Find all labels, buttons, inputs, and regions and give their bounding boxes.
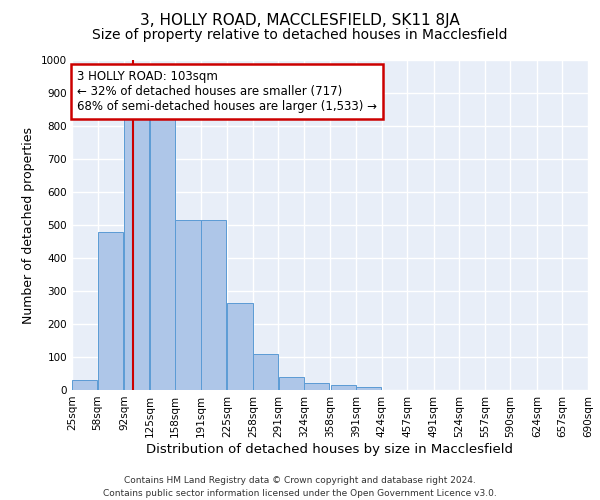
Bar — [150, 120, 175, 390]
Bar — [253, 354, 278, 390]
Bar — [98, 232, 123, 390]
Bar — [201, 220, 226, 390]
Bar — [278, 377, 304, 390]
Text: 3, HOLLY ROAD, MACCLESFIELD, SK11 8JA: 3, HOLLY ROAD, MACCLESFIELD, SK11 8JA — [140, 12, 460, 28]
Bar — [72, 380, 97, 390]
Bar — [356, 386, 382, 390]
Bar — [227, 302, 253, 390]
Bar — [124, 120, 149, 390]
Text: Distribution of detached houses by size in Macclesfield: Distribution of detached houses by size … — [146, 442, 514, 456]
Text: Contains HM Land Registry data © Crown copyright and database right 2024.
Contai: Contains HM Land Registry data © Crown c… — [103, 476, 497, 498]
Y-axis label: Number of detached properties: Number of detached properties — [22, 126, 35, 324]
Bar — [175, 220, 200, 390]
Text: 3 HOLLY ROAD: 103sqm
← 32% of detached houses are smaller (717)
68% of semi-deta: 3 HOLLY ROAD: 103sqm ← 32% of detached h… — [77, 70, 377, 113]
Bar — [304, 384, 329, 390]
Bar — [331, 385, 356, 390]
Text: Size of property relative to detached houses in Macclesfield: Size of property relative to detached ho… — [92, 28, 508, 42]
